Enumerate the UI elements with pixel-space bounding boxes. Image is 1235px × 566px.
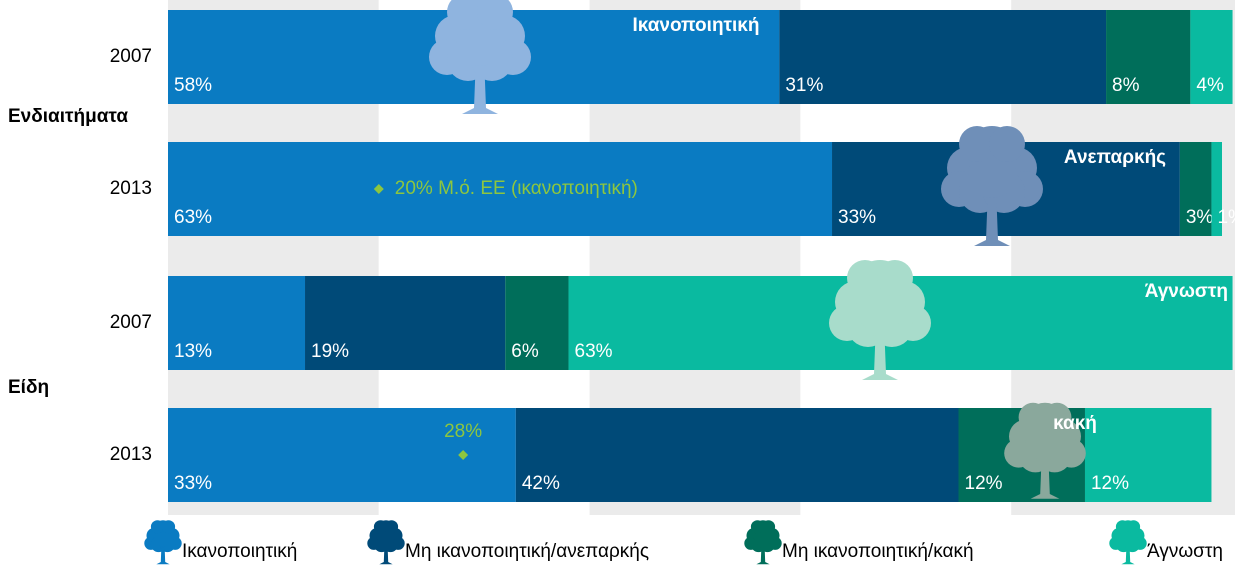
category-label: 2013: [110, 178, 152, 199]
bar-segment: [505, 276, 569, 370]
category-label: 2013: [110, 444, 152, 465]
value-label: 33%: [174, 473, 212, 494]
value-label: 13%: [174, 341, 212, 362]
legend-item: Μη ικανοποιητική/ανεπαρκής: [405, 541, 649, 562]
value-label: 4%: [1196, 75, 1224, 96]
category-label: 2007: [110, 46, 152, 67]
value-label: 3%: [1186, 207, 1214, 228]
legend-icon: [144, 520, 182, 565]
eu-average-label: 28%: [444, 421, 482, 442]
bar-segment: [1084, 408, 1212, 502]
tree-crown: [377, 529, 395, 547]
bar-segment: [168, 408, 516, 502]
bar-segment: [1179, 142, 1212, 236]
tree-icon: [1004, 402, 1086, 499]
bar-segment: [305, 276, 506, 370]
value-label: 19%: [311, 341, 349, 362]
legend-label: Άγνωστη: [1147, 541, 1223, 562]
value-label: 42%: [522, 473, 560, 494]
tree-crown: [154, 529, 172, 547]
tree-icon: [829, 260, 931, 380]
tree-crown: [1115, 520, 1130, 534]
legend-item: Ικανοποιητική: [182, 541, 297, 562]
annotation: Ικανοποιητική: [632, 15, 759, 36]
value-label: 12%: [965, 473, 1003, 494]
group-label: Είδη: [8, 377, 49, 398]
legend-item: Μη ικανοποιητική/κακή: [782, 541, 974, 562]
tree-trunk: [1121, 547, 1135, 565]
legend-icon: [1109, 520, 1147, 565]
tree-crown: [447, 0, 483, 30]
tree-crown: [761, 520, 776, 534]
value-label: 31%: [785, 75, 823, 96]
tree-trunk: [1030, 462, 1060, 499]
tree-trunk: [462, 69, 498, 114]
legend-label: Ικανοποιητική: [182, 541, 297, 562]
tree-crown: [373, 520, 388, 534]
tree-crown: [989, 126, 1025, 162]
legend-icon: [367, 520, 405, 565]
legend-label: Μη ικανοποιητική/ανεπαρκής: [405, 541, 649, 562]
tree-crown: [968, 150, 1016, 198]
tree-icon: [429, 0, 531, 114]
tree-trunk: [756, 547, 770, 565]
bar-segment: [1106, 10, 1191, 104]
tree-trunk: [379, 547, 393, 565]
tree-crown: [1018, 402, 1048, 432]
value-label: 33%: [838, 207, 876, 228]
legend-label: Μη ικανοποιητική/κακή: [782, 541, 974, 562]
value-label: 8%: [1112, 75, 1140, 96]
legend-item: Άγνωστη: [1147, 541, 1223, 562]
tree-crown: [1119, 529, 1137, 547]
category-label: 2007: [110, 312, 152, 333]
tree-crown: [847, 260, 883, 296]
value-label: 58%: [174, 75, 212, 96]
annotation: Άγνωστη: [1145, 281, 1228, 302]
tree-trunk: [862, 335, 898, 380]
tree-crown: [1042, 402, 1072, 432]
tree-crown: [477, 0, 513, 30]
value-label: 63%: [575, 341, 613, 362]
tree-crown: [150, 520, 165, 534]
bar-segment: [168, 142, 833, 236]
tree-crown: [1025, 422, 1065, 461]
tree-crown: [959, 126, 995, 162]
value-label: 63%: [174, 207, 212, 228]
tree-crown: [456, 18, 504, 66]
tree-crown: [877, 260, 913, 296]
legend-icon: [744, 520, 782, 565]
bar-segment: [779, 10, 1107, 104]
value-label: 6%: [511, 341, 539, 362]
value-label: 1%: [1217, 207, 1235, 228]
tree-trunk: [156, 547, 170, 565]
tree-crown: [1126, 520, 1141, 534]
group-label: Ενδιαιτήματα: [8, 106, 128, 127]
bar-segment: [515, 408, 959, 502]
bar-segment: [1211, 142, 1222, 236]
eu-average-label: 20% Μ.ό. ΕΕ (ικανοποιητική): [395, 178, 638, 199]
annotation: Ανεπαρκής: [1064, 147, 1166, 168]
tree-icon: [941, 126, 1043, 246]
tree-crown: [856, 284, 904, 332]
annotation: κακή: [1053, 413, 1097, 434]
eu-average-marker: [373, 184, 384, 194]
eu-average-marker: [458, 450, 469, 460]
bar-segment: [168, 276, 306, 370]
tree-crown: [750, 520, 765, 534]
bar-segment: [1190, 10, 1233, 104]
tree-crown: [384, 520, 399, 534]
value-label: 12%: [1091, 473, 1129, 494]
tree-crown: [161, 520, 176, 534]
tree-crown: [754, 529, 772, 547]
tree-trunk: [974, 201, 1010, 246]
